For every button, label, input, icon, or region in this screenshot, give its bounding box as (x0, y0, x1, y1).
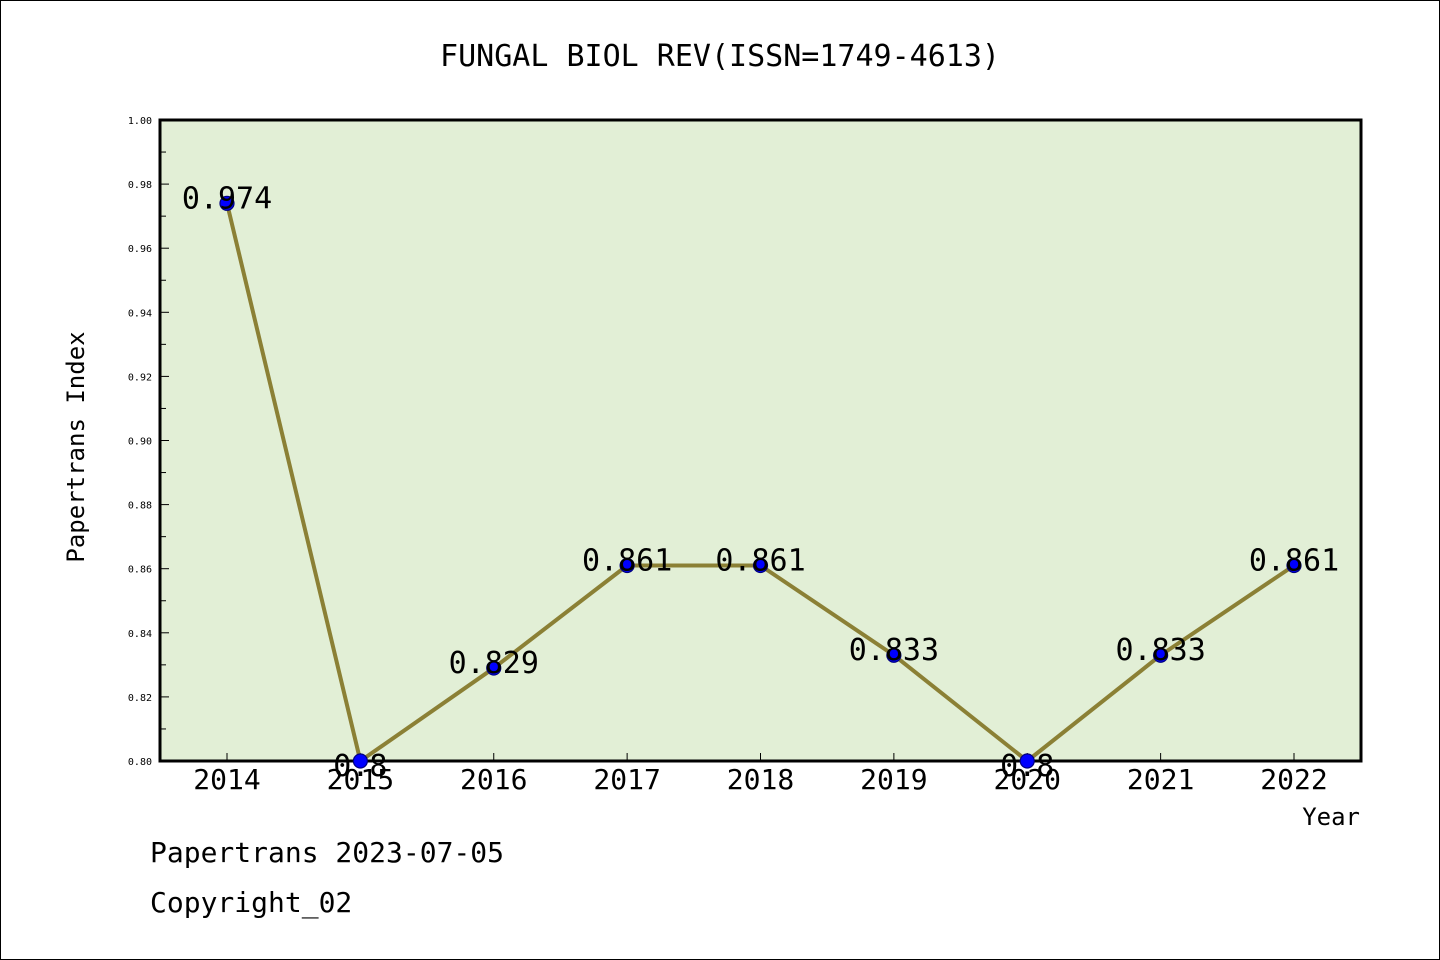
data-point (1286, 557, 1302, 574)
data-point (219, 195, 235, 211)
y-tick-label: 0.92 (128, 372, 152, 383)
y-tick-label: 0.90 (128, 437, 152, 448)
data-point (1153, 647, 1169, 663)
y-tick-label: 0.82 (128, 693, 152, 704)
x-tick-label: 2017 (593, 763, 660, 796)
y-tick-label: 0.88 (128, 501, 152, 512)
data-label: 0.8 (333, 749, 387, 784)
data-label: 0.829 (449, 646, 539, 681)
data-label: 0.974 (182, 181, 272, 216)
data-label: 0.833 (849, 633, 939, 668)
data-point (486, 660, 502, 676)
x-tick-label: 2022 (1260, 763, 1327, 796)
data-label: 0.8 (1000, 749, 1054, 784)
x-tick-label: 2016 (460, 763, 527, 796)
data-label: 0.861 (1249, 543, 1339, 578)
data-point (619, 557, 635, 574)
y-tick-label: 0.86 (128, 565, 152, 576)
data-labels: 0.974 0.8 0.829 0.861 0.861 0.833 0.8 0.833 0.86… (182, 181, 1339, 784)
data-label: 0.861 (715, 543, 805, 578)
y-tick-label: 0.94 (128, 308, 152, 319)
y-tick-label: 0.96 (128, 244, 152, 255)
x-tick-label: 2014 (193, 763, 260, 796)
footer-source: Papertrans 2023-07-05 (150, 836, 505, 869)
series-papertrans-index (219, 195, 1302, 769)
x-axis-label: Year (1302, 803, 1360, 831)
data-point (886, 647, 902, 663)
x-tick-label: 2018 (727, 763, 794, 796)
y-tick-label: 0.80 (128, 757, 152, 768)
x-tick-label: 2021 (1127, 763, 1194, 796)
data-point (1019, 753, 1035, 769)
data-label: 0.833 (1115, 633, 1205, 668)
footer-copyright: Copyright_02 (150, 886, 353, 919)
data-point (352, 753, 368, 769)
y-axis-label: Papertrans Index (62, 331, 90, 562)
data-point (752, 557, 769, 574)
x-axis: 2014 2015 2016 2017 2018 2019 2020 2021 2022 (193, 753, 1328, 796)
y-tick-label: 1.00 (128, 116, 152, 127)
data-label: 0.861 (582, 543, 672, 578)
y-axis: 0.80 0.82 0.84 0.86 0.88 0.90 0.92 0.94 0.96 0.98… (128, 116, 169, 768)
x-tick-label: 2019 (860, 763, 927, 796)
y-tick-label: 0.84 (128, 629, 152, 640)
y-tick-label: 0.98 (128, 180, 152, 191)
chart-title: FUNGAL BIOL REV(ISSN=1749-4613) (440, 39, 1000, 74)
